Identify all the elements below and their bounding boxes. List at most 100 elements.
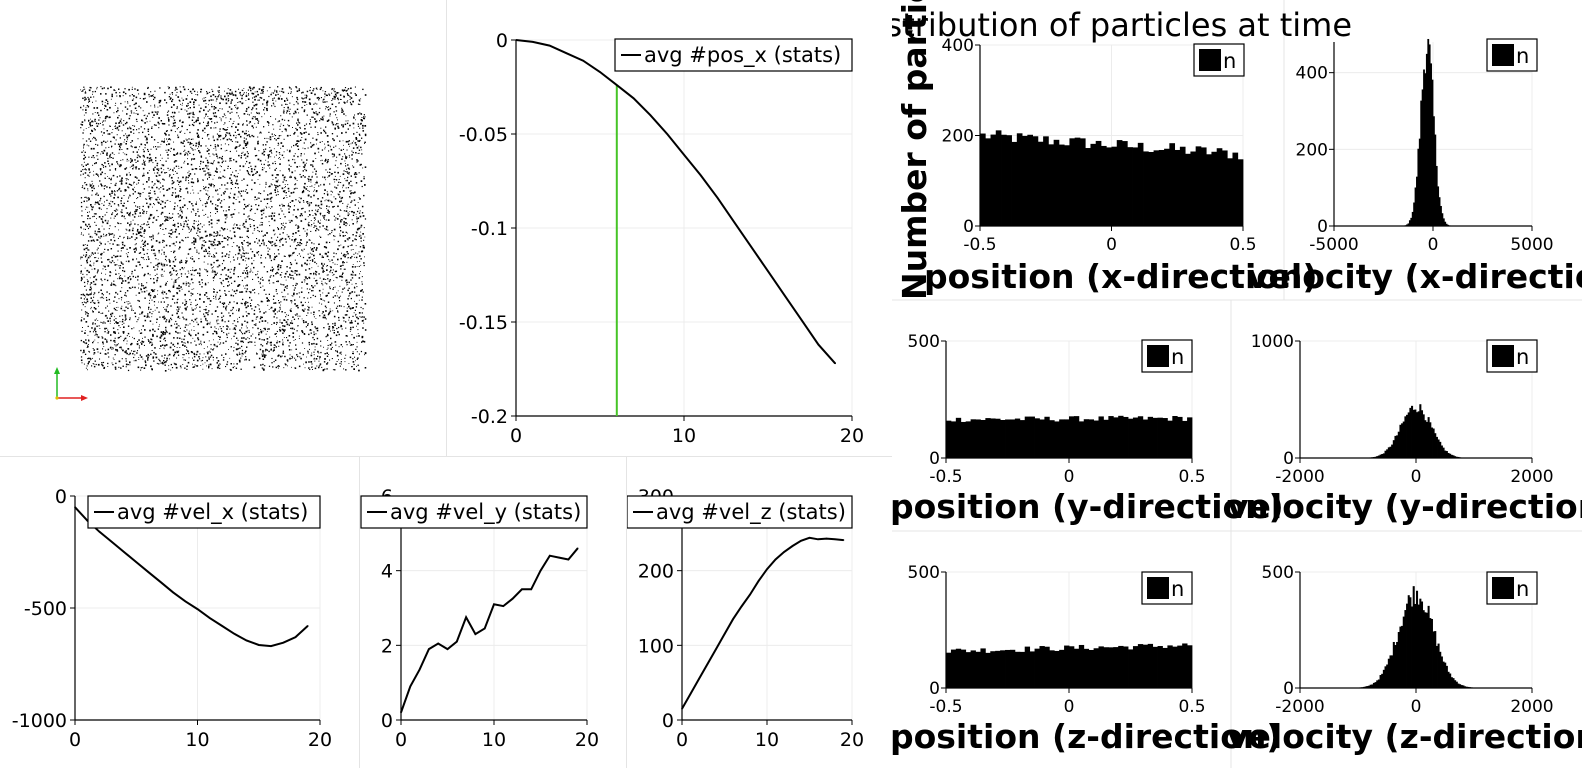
particle xyxy=(197,337,199,339)
particle xyxy=(241,327,243,329)
particle xyxy=(173,141,175,143)
particle xyxy=(258,174,261,177)
particle xyxy=(225,188,227,190)
particle xyxy=(164,354,166,356)
particle xyxy=(98,207,101,209)
particle xyxy=(283,284,285,286)
particle xyxy=(176,292,179,295)
particle xyxy=(362,340,364,342)
particle xyxy=(115,345,117,347)
particle xyxy=(273,215,276,217)
particle xyxy=(159,316,161,318)
particle xyxy=(144,329,146,331)
particle xyxy=(122,244,124,246)
particle xyxy=(87,344,89,345)
particle xyxy=(85,206,87,208)
particle xyxy=(103,140,105,143)
particle xyxy=(137,366,140,369)
particle xyxy=(207,323,209,325)
particle xyxy=(260,300,263,303)
particle xyxy=(361,320,364,322)
particle xyxy=(213,231,215,234)
particle xyxy=(313,331,315,333)
particle xyxy=(90,301,92,304)
particle xyxy=(346,284,347,286)
particle xyxy=(107,332,109,334)
particle xyxy=(308,341,311,344)
particle xyxy=(296,96,298,99)
particle xyxy=(132,193,134,195)
particle xyxy=(183,198,185,200)
particle xyxy=(347,335,348,337)
particle xyxy=(82,327,83,328)
particle xyxy=(173,148,175,151)
particle xyxy=(187,102,189,105)
particle xyxy=(234,223,236,225)
particle xyxy=(281,90,283,93)
particle xyxy=(362,215,365,217)
particle xyxy=(314,360,316,362)
particle xyxy=(285,195,287,197)
particle xyxy=(102,312,104,314)
particle xyxy=(187,361,190,364)
particle xyxy=(130,343,132,346)
particle xyxy=(290,270,293,272)
particle xyxy=(207,352,209,355)
particle xyxy=(180,196,182,198)
particle xyxy=(167,281,168,282)
particle xyxy=(352,223,354,225)
particle xyxy=(257,141,259,143)
particle xyxy=(137,224,139,226)
particle xyxy=(261,116,263,118)
render-view[interactable] xyxy=(0,0,446,456)
particle xyxy=(150,91,152,93)
particle xyxy=(208,118,210,119)
particle xyxy=(95,260,98,263)
particle xyxy=(83,86,85,88)
particle xyxy=(189,299,191,301)
particle-scatter-view[interactable] xyxy=(0,0,446,456)
particle xyxy=(311,343,313,345)
particle xyxy=(137,228,139,231)
particle xyxy=(125,366,127,368)
particle xyxy=(313,112,316,114)
particle xyxy=(197,179,199,182)
particle xyxy=(326,225,328,228)
particle xyxy=(100,169,102,171)
particle xyxy=(162,164,165,167)
particle xyxy=(350,297,352,300)
particle xyxy=(220,227,223,229)
particle xyxy=(248,215,250,217)
particle xyxy=(145,198,146,200)
particle xyxy=(207,199,209,201)
particle xyxy=(213,288,215,290)
particle xyxy=(291,116,293,118)
particle xyxy=(312,111,314,113)
particle xyxy=(206,351,208,353)
particle xyxy=(316,113,319,116)
particle xyxy=(162,293,164,295)
particle xyxy=(166,260,167,262)
particle xyxy=(290,192,293,194)
particle xyxy=(315,271,318,273)
particle xyxy=(354,256,355,258)
particle xyxy=(350,192,352,195)
particle xyxy=(143,163,146,165)
particle xyxy=(80,127,82,129)
particle xyxy=(246,315,248,317)
particle xyxy=(92,155,95,157)
particle xyxy=(182,354,184,356)
particle xyxy=(95,330,97,333)
particle xyxy=(115,273,117,276)
particle xyxy=(212,256,214,258)
particle xyxy=(292,214,294,216)
particle xyxy=(163,234,165,235)
particle xyxy=(327,344,329,347)
particle xyxy=(135,205,137,207)
particle xyxy=(157,233,159,235)
particle xyxy=(329,286,331,288)
particle xyxy=(161,122,163,125)
particle xyxy=(95,233,98,236)
particle xyxy=(225,294,227,296)
particle xyxy=(94,137,96,140)
